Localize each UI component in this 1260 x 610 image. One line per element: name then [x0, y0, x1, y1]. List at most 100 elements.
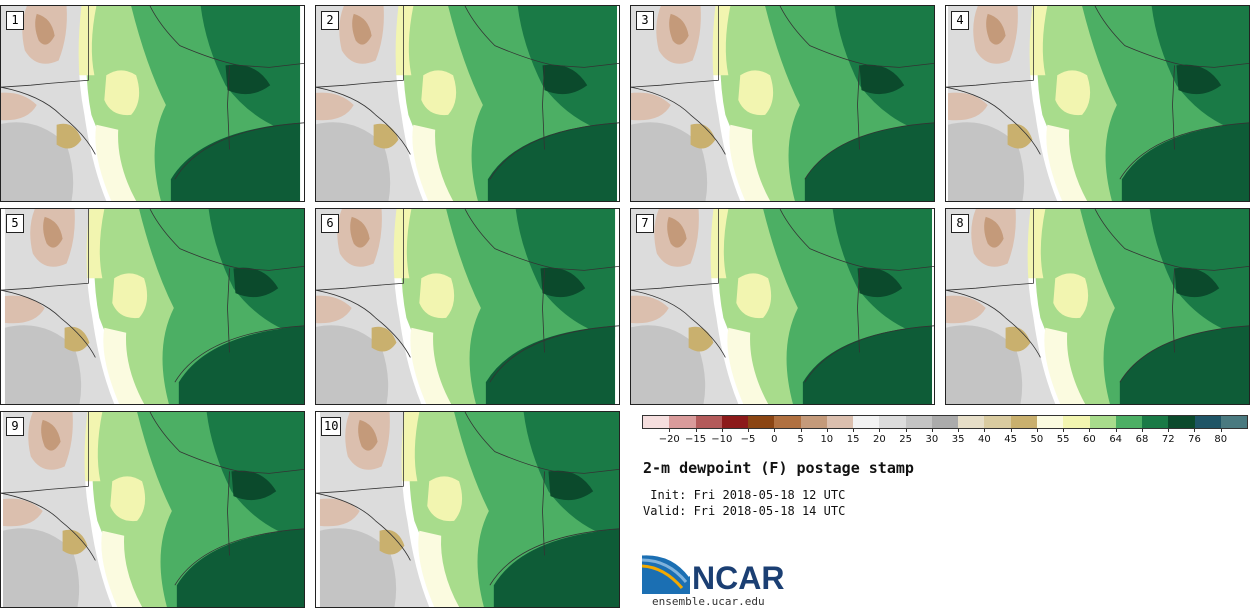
- state-border: [1094, 209, 1249, 271]
- colorbar-tick-label: 15: [846, 434, 860, 445]
- state-border: [227, 65, 230, 150]
- panel-number-label: 5: [6, 214, 24, 233]
- colorbar-tick-mark: [984, 428, 986, 432]
- moderate-dew-strip: [391, 6, 414, 76]
- state-border: [1, 492, 96, 561]
- ensemble-member-panel: 5: [0, 208, 305, 405]
- colorbar-swatch: [695, 416, 722, 428]
- colorbar-tick-mark: [1220, 428, 1222, 432]
- colorbar-swatch: [1010, 416, 1037, 428]
- state-border: [316, 6, 404, 88]
- very-dry-region: [4, 325, 82, 404]
- state-border: [149, 6, 304, 68]
- semiarid-patch: [1005, 326, 1031, 352]
- ncar-logo-text: NCAR: [692, 560, 785, 596]
- colorbar-tick-mark: [748, 428, 750, 432]
- peak-humid-patch: [225, 64, 271, 95]
- dry-line-band: [727, 327, 769, 404]
- state-border: [174, 122, 304, 180]
- colorbar-tick-label: 50: [1030, 434, 1044, 445]
- state-border: [316, 209, 404, 291]
- peak-humid-patch: [1174, 267, 1220, 298]
- colorbar-tick-label: 0: [771, 434, 778, 445]
- colorbar-tick-label: 45: [1004, 434, 1018, 445]
- state-border: [542, 65, 545, 150]
- colorbar-swatch: [748, 416, 775, 428]
- moderate-dew-strip: [1025, 6, 1048, 76]
- gulf-of-mexico: [493, 529, 619, 607]
- ensemble-member-panel: 7: [630, 208, 935, 405]
- colorbar-tick-label: −10: [711, 434, 733, 445]
- colorbar-swatch: [1220, 416, 1248, 428]
- state-border: [174, 528, 304, 586]
- state-border: [316, 412, 404, 494]
- gulf-of-mexico: [802, 325, 933, 404]
- dewpoint-map: [631, 6, 934, 201]
- state-border: [1, 6, 89, 88]
- panel-number-label: 3: [636, 11, 654, 30]
- colorbar-tick-label: 35: [951, 434, 965, 445]
- peak-humid-patch: [548, 470, 594, 501]
- colorbar-swatch: [853, 416, 880, 428]
- colorbar-tick-mark: [1194, 428, 1196, 432]
- very-dry-region: [2, 528, 80, 607]
- colorbar-swatch: [721, 416, 749, 428]
- state-border: [1, 209, 89, 291]
- gulf-of-mexico: [1121, 122, 1249, 201]
- panel-number-label: 10: [321, 417, 342, 436]
- state-border: [946, 289, 1041, 358]
- state-border: [464, 6, 619, 68]
- panel-number-label: 4: [951, 11, 969, 30]
- state-border: [227, 471, 230, 556]
- moderate-dew-strip: [82, 209, 105, 279]
- colorbar-swatch: [984, 416, 1011, 428]
- peak-humid-patch: [1176, 64, 1222, 95]
- gulf-of-mexico: [1119, 325, 1249, 404]
- state-border: [1, 412, 89, 494]
- colorbar-tick-label: 30: [925, 434, 939, 445]
- moderate-dew-strip: [706, 209, 729, 279]
- moderate-dew-strip: [80, 412, 103, 482]
- very-dry-region: [947, 122, 1025, 201]
- ensemble-member-panel: 9: [0, 411, 305, 608]
- plot-title: 2-m dewpoint (F) postage stamp: [643, 459, 914, 477]
- peak-humid-patch: [231, 470, 277, 501]
- colorbar-swatch: [1115, 416, 1143, 428]
- state-border: [227, 268, 230, 353]
- dry-line-band: [412, 124, 454, 201]
- colorbar-tick-label: 40: [978, 434, 991, 445]
- dewpoint-colorbar: −20 −15 −10 −5 0 5 10 15 20 25 30 35 40 45 50 55 60 64 68 7…: [642, 415, 1248, 445]
- very-dry-region: [1, 122, 74, 201]
- colorbar-tick-mark: [931, 428, 933, 432]
- moderate-dew-patch: [112, 273, 148, 319]
- colorbar-tick-label: 64: [1109, 434, 1123, 445]
- arid-south-region: [1, 92, 37, 121]
- colorbar-tick-label: −20: [658, 434, 680, 445]
- dewpoint-map: [1, 6, 304, 201]
- peak-humid-patch: [542, 64, 588, 95]
- moderate-dew-patch: [736, 273, 772, 319]
- state-border: [631, 86, 726, 155]
- peak-humid-patch: [859, 64, 905, 95]
- moderate-dew-strip: [389, 209, 412, 279]
- colorbar-tick-label: 60: [1083, 434, 1096, 445]
- semiarid-patch: [56, 123, 82, 149]
- colorbar-tick-mark: [905, 428, 907, 432]
- dewpoint-map: [316, 6, 619, 201]
- arid-south-region: [316, 92, 354, 121]
- dewpoint-map: [1, 412, 304, 607]
- state-border: [804, 122, 934, 180]
- state-border: [1, 289, 96, 358]
- colorbar-swatches: [642, 415, 1248, 429]
- state-border: [542, 471, 545, 556]
- state-border: [489, 325, 619, 383]
- colorbar-swatch: [774, 416, 801, 428]
- init-time-text: Init: Fri 2018-05-18 12 UTC: [643, 488, 846, 502]
- state-border: [1119, 122, 1249, 180]
- desert-core: [350, 216, 370, 248]
- colorbar-swatch: [1142, 416, 1169, 428]
- gulf-of-mexico: [804, 122, 934, 201]
- colorbar-tick-label: 68: [1135, 434, 1149, 445]
- state-border: [1172, 65, 1175, 150]
- gulf-of-mexico: [487, 122, 618, 201]
